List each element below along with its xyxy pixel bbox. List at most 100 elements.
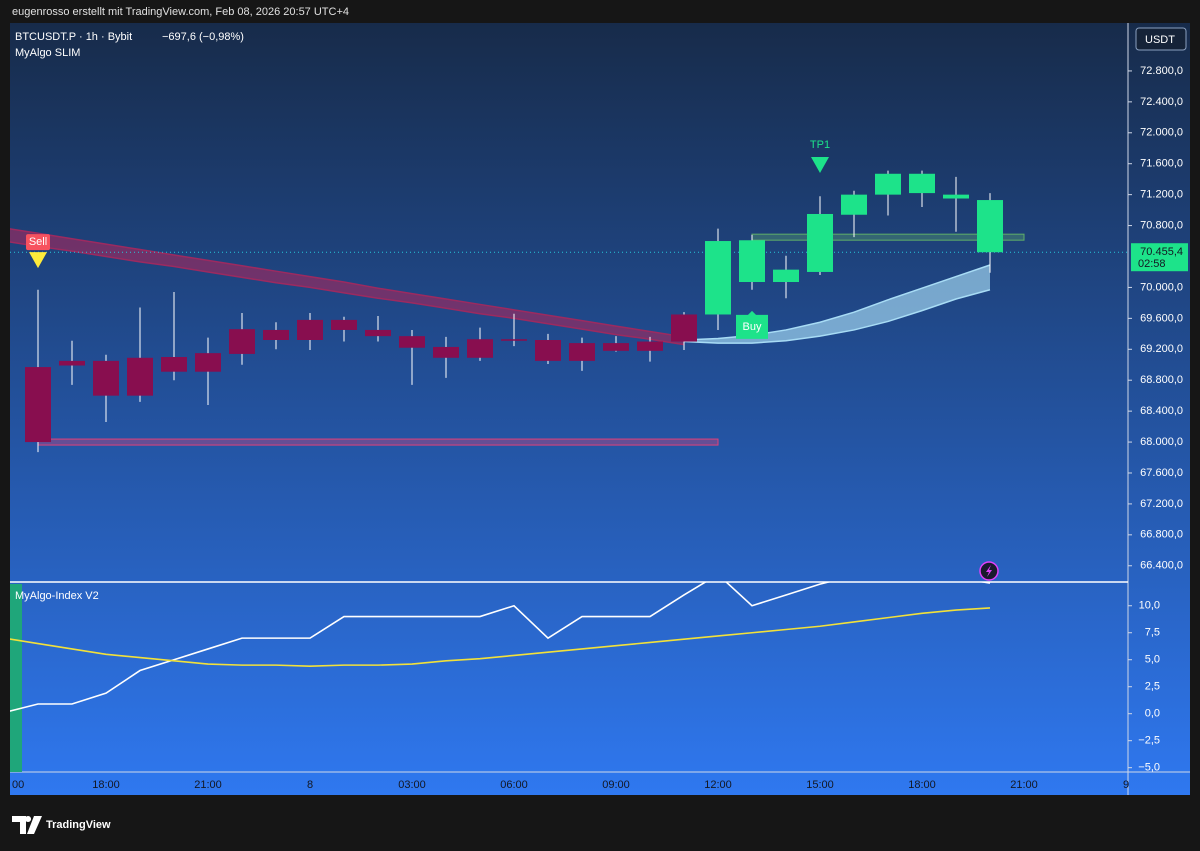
alert-bolt: [986, 565, 992, 577]
candle-body: [671, 314, 697, 342]
candle-body: [331, 319, 357, 330]
candle-body: [433, 346, 459, 358]
candle-body: [59, 360, 85, 366]
y-tick-label: −2,5: [1138, 735, 1160, 747]
candle-body: [773, 269, 799, 283]
signal-marker: [736, 310, 768, 339]
logo: TradingView: [12, 816, 111, 834]
signal-label: Buy: [743, 321, 762, 333]
candle-body: [875, 173, 901, 195]
candle-body: [25, 367, 51, 443]
candle-body: [93, 360, 119, 396]
indicator-line: [10, 607, 991, 668]
x-tick-label: 15:00: [806, 779, 834, 791]
indicator-name: MyAlgo SLIM: [15, 47, 80, 59]
countdown: 02:58: [1138, 258, 1166, 270]
band-area: [10, 228, 684, 345]
y-tick-label: −5,0: [1138, 762, 1160, 774]
band-upper: [10, 228, 685, 338]
candle-body: [807, 213, 833, 272]
y-tick-label: 68.800,0: [1140, 374, 1183, 386]
y-tick-label: 68.000,0: [1140, 436, 1183, 448]
x-tick-label: 9: [1123, 779, 1129, 791]
signal-marker: [811, 156, 829, 173]
candle-body: [739, 240, 765, 283]
level-zone: [37, 438, 719, 446]
candle-body: [977, 200, 1003, 253]
last-price-box: [1131, 243, 1188, 272]
indicator-title: MyAlgo-Index V2: [15, 590, 99, 602]
candle-body: [501, 339, 527, 341]
y-tick-label: 67.600,0: [1140, 467, 1183, 479]
x-tick-label: 09:00: [602, 779, 630, 791]
x-tick-label: 18:00: [92, 779, 120, 791]
candle-body: [297, 319, 323, 340]
last-price-label: 70.455,4: [1140, 246, 1183, 258]
candle-body: [705, 241, 731, 315]
x-tick-label: 03:00: [398, 779, 426, 791]
y-tick-label: 69.200,0: [1140, 343, 1183, 355]
candle-body: [263, 329, 289, 340]
y-tick-label: 69.600,0: [1140, 312, 1183, 324]
y-tick-label: 72.800,0: [1140, 65, 1183, 77]
y-tick-label: 72.400,0: [1140, 96, 1183, 108]
band-lower: [10, 241, 685, 346]
candle-body: [161, 357, 187, 372]
pane-marker: [10, 584, 22, 772]
x-tick-label: 8: [307, 779, 313, 791]
currency[interactable]: USDT: [1145, 34, 1175, 46]
candle-body: [535, 339, 561, 361]
y-tick-label: 7,5: [1145, 627, 1160, 639]
candle-body: [637, 341, 663, 351]
y-tick-label: 68.400,0: [1140, 405, 1183, 417]
y-tick-label: 66.800,0: [1140, 529, 1183, 541]
x-tick-label: 18:00: [908, 779, 936, 791]
y-tick-label: 71.600,0: [1140, 158, 1183, 170]
candle-body: [603, 343, 629, 351]
price-change: −697,6 (−0,98%): [162, 31, 244, 43]
indicator-line: [10, 582, 991, 712]
x-tick-label: 21:00: [1010, 779, 1038, 791]
y-tick-label: 67.200,0: [1140, 498, 1183, 510]
x-tick-label: 00: [12, 779, 24, 791]
x-tick-label: 06:00: [500, 779, 528, 791]
candle-body: [399, 336, 425, 348]
candle-body: [841, 194, 867, 215]
band-upper: [683, 264, 991, 341]
signal-label: Sell: [29, 236, 47, 248]
indicator-pane: [10, 582, 991, 712]
signal-box: [26, 234, 50, 251]
brand: TradingView: [46, 819, 111, 831]
x-tick-label: 21:00: [194, 779, 222, 791]
band-lower: [683, 289, 991, 344]
price-pane: Sell TP1 Buy: [10, 139, 1128, 453]
candle-body: [195, 353, 221, 372]
candle-body: [943, 194, 969, 199]
symbol-title: BTCUSDT.P · 1h · Bybit: [15, 31, 132, 43]
y-tick-label: 2,5: [1145, 681, 1160, 693]
candle-body: [569, 343, 595, 361]
overlay: 72.800,0 72.400,0 72.000,0 71.600,0 71.200,0…: [12, 65, 1188, 791]
candle-body: [909, 173, 935, 194]
logo-mark: [12, 816, 42, 834]
x-tick-label: 12:00: [704, 779, 732, 791]
watermark: eugenrosso erstellt mit TradingView.com,…: [12, 6, 349, 18]
y-tick-label: 70.800,0: [1140, 219, 1183, 231]
candle-body: [229, 329, 255, 354]
signal-label: TP1: [810, 139, 830, 151]
candle-body: [365, 329, 391, 337]
candle-body: [127, 357, 153, 396]
signal-marker: [29, 252, 47, 269]
y-tick-label: 70.000,0: [1140, 281, 1183, 293]
y-tick-label: 10,0: [1139, 600, 1160, 612]
band-area: [684, 265, 990, 344]
y-tick-label: 72.000,0: [1140, 127, 1183, 139]
y-tick-label: 66.400,0: [1140, 560, 1183, 572]
y-tick-label: 71.200,0: [1140, 189, 1183, 201]
y-tick-label: 5,0: [1145, 654, 1160, 666]
candle-body: [467, 339, 493, 358]
currency-box[interactable]: [1135, 27, 1187, 51]
chart-background: [10, 23, 1190, 795]
